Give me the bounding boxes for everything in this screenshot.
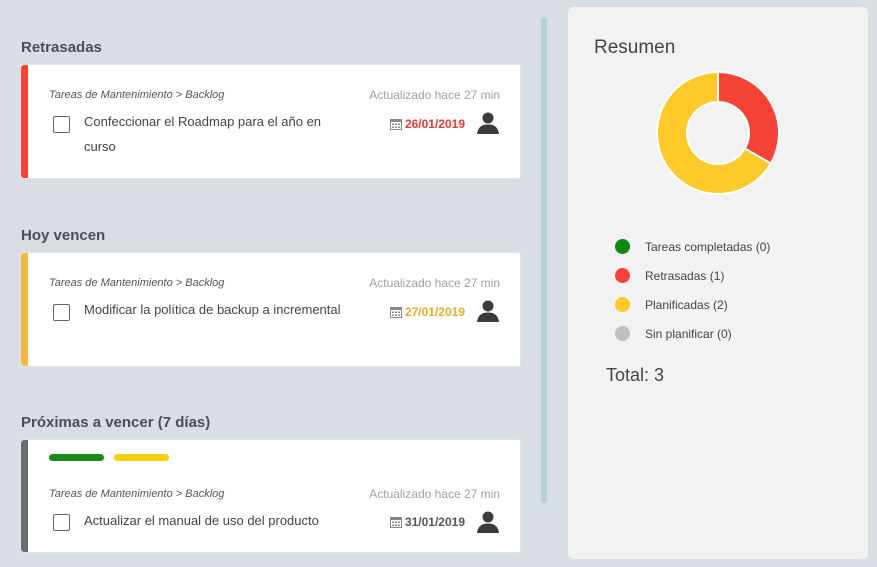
summary-title: Resumen <box>594 37 676 58</box>
legend-label: Tareas completadas (0) <box>645 239 771 254</box>
legend-item[interactable]: Sin planificar (0) <box>615 319 770 348</box>
due-date-text: 31/01/2019 <box>404 515 465 529</box>
updated-time: Actualizado hace 27 min <box>369 88 500 102</box>
summary-panel: Resumen Tareas completadas (0) Retrasadas… <box>568 7 868 559</box>
status-stripe <box>21 253 28 366</box>
label-tag-yellow[interactable] <box>114 454 169 461</box>
legend-dot <box>615 297 630 312</box>
donut-slice[interactable] <box>717 71 780 165</box>
updated-time: Actualizado hace 27 min <box>369 276 500 290</box>
calendar-icon <box>389 307 402 318</box>
calendar-icon <box>389 517 402 528</box>
status-donut-chart <box>656 71 780 195</box>
legend-item[interactable]: Retrasadas (1) <box>615 261 770 290</box>
legend-dot <box>615 326 630 341</box>
calendar-icon <box>389 119 402 130</box>
task-checkbox[interactable] <box>53 304 70 321</box>
task-checkbox[interactable] <box>53 514 70 531</box>
task-list-column: Retrasadas Tareas de Mantenimiento > Bac… <box>20 39 521 553</box>
breadcrumb[interactable]: Tareas de Mantenimiento > Backlog <box>49 488 225 500</box>
user-avatar-icon[interactable] <box>476 110 500 134</box>
task-card-upcoming[interactable]: Tareas de Mantenimiento > Backlog Actual… <box>20 439 521 553</box>
updated-time: Actualizado hace 27 min <box>369 487 500 501</box>
status-stripe <box>21 65 28 178</box>
due-date-text: 27/01/2019 <box>404 305 465 319</box>
due-date-text: 26/01/2019 <box>404 117 465 131</box>
section-title-overdue: Retrasadas <box>21 39 102 56</box>
legend-label: Planificadas (2) <box>645 297 728 312</box>
breadcrumb[interactable]: Tareas de Mantenimiento > Backlog <box>49 89 225 101</box>
task-title[interactable]: Modificar la política de backup a increm… <box>84 302 341 317</box>
status-stripe <box>21 440 28 552</box>
legend-item[interactable]: Planificadas (2) <box>615 290 770 319</box>
task-card-overdue[interactable]: Tareas de Mantenimiento > Backlog Actual… <box>20 64 521 179</box>
section-title-today: Hoy vencen <box>21 227 106 244</box>
chart-legend: Tareas completadas (0) Retrasadas (1) Plan… <box>615 232 770 348</box>
legend-dot <box>615 268 630 283</box>
user-avatar-icon[interactable] <box>476 298 500 322</box>
legend-label: Sin planificar (0) <box>645 326 732 341</box>
legend-item[interactable]: Tareas completadas (0) <box>615 232 770 261</box>
scrollbar[interactable] <box>541 17 547 503</box>
due-date: 31/01/2019 <box>389 515 465 529</box>
task-title[interactable]: Actualizar el manual de uso del producto <box>84 513 319 528</box>
donut-slice[interactable] <box>656 71 773 195</box>
legend-label: Retrasadas (1) <box>645 268 725 283</box>
task-checkbox[interactable] <box>53 116 70 133</box>
breadcrumb[interactable]: Tareas de Mantenimiento > Backlog <box>49 277 225 289</box>
task-title[interactable]: Confeccionar el Roadmap para el año en c… <box>84 114 322 154</box>
section-title-upcoming: Próximas a vencer (7 días) <box>21 414 211 431</box>
due-date: 27/01/2019 <box>389 305 465 319</box>
due-date: 26/01/2019 <box>389 117 465 131</box>
user-avatar-icon[interactable] <box>476 509 500 533</box>
legend-dot <box>615 239 630 254</box>
label-tag-green[interactable] <box>49 454 104 461</box>
task-card-today[interactable]: Tareas de Mantenimiento > Backlog Actual… <box>20 252 521 367</box>
total-count: Total: 3 <box>606 365 665 385</box>
